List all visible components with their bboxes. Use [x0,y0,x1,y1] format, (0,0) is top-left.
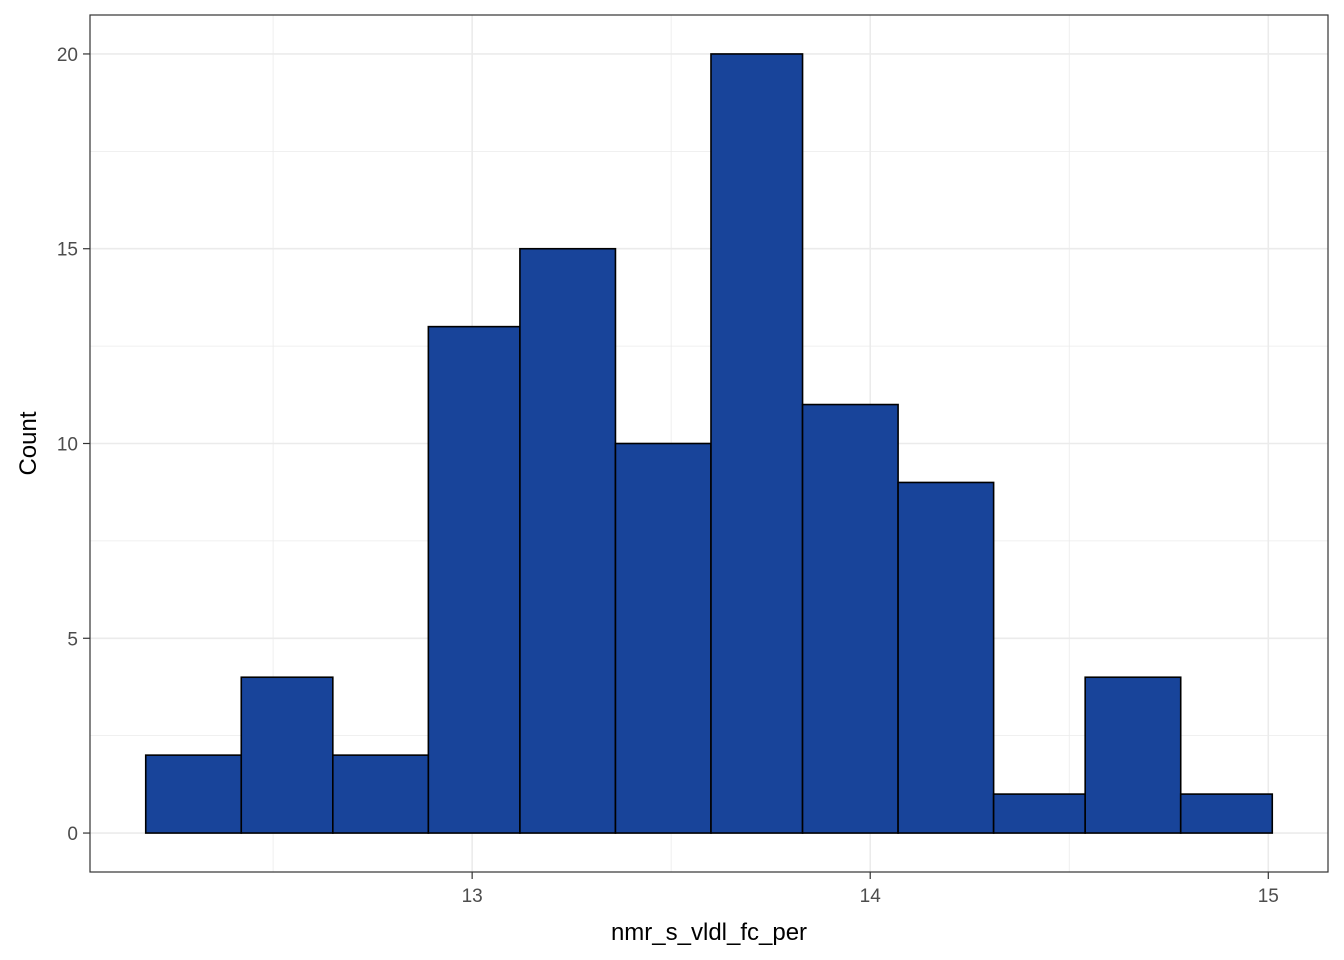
histogram-bar [144,754,243,834]
histogram-bar [710,53,804,834]
x-axis-title: nmr_s_vldl_fc_per [611,919,807,946]
histogram-bar [992,793,1086,834]
histogram-bar [614,442,712,834]
histogram-bar [801,403,899,834]
y-tick-label: 0 [67,824,78,845]
histogram-bar [1179,793,1274,834]
x-tick-label: 15 [1258,886,1279,907]
x-tick-label: 14 [860,886,882,907]
histogram-bar [332,754,430,834]
histogram-bar [897,481,995,834]
histogram-bar [427,325,521,834]
y-tick-label: 20 [57,45,78,66]
y-tick-label: 5 [67,629,78,650]
histogram-bars [144,53,1274,834]
histogram-bar [519,247,617,834]
histogram-bar [240,676,334,834]
y-tick-label: 10 [57,435,78,456]
histogram-bar [1084,676,1182,834]
y-tick-label: 15 [57,240,78,261]
x-tick-label: 13 [462,886,483,907]
axis-ticks [83,53,1269,879]
axis-tick-labels: 13 14 15 0 5 10 15 20 [57,45,1279,907]
y-axis-title: Count [15,411,42,475]
